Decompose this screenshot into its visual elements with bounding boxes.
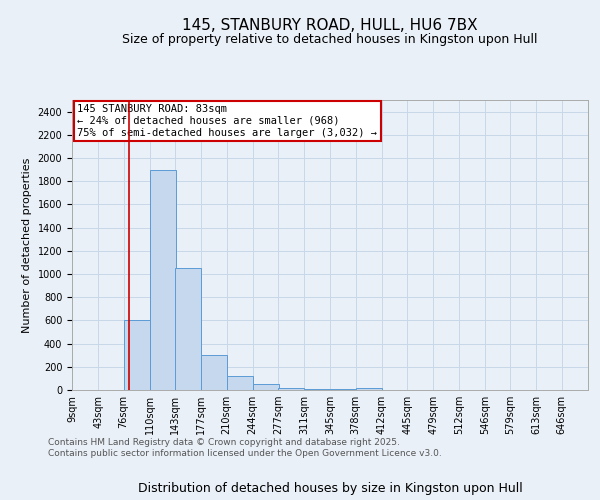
Bar	[356, 388, 382, 390]
Text: 145, STANBURY ROAD, HULL, HU6 7BX: 145, STANBURY ROAD, HULL, HU6 7BX	[182, 18, 478, 32]
Text: Size of property relative to detached houses in Kingston upon Hull: Size of property relative to detached ho…	[122, 32, 538, 46]
Bar	[149, 170, 176, 390]
Bar	[227, 376, 253, 390]
Bar	[201, 355, 227, 390]
Text: Distribution of detached houses by size in Kingston upon Hull: Distribution of detached houses by size …	[137, 482, 523, 495]
Text: Contains HM Land Registry data © Crown copyright and database right 2025.
Contai: Contains HM Land Registry data © Crown c…	[48, 438, 442, 458]
Y-axis label: Number of detached properties: Number of detached properties	[22, 158, 32, 332]
Bar	[175, 268, 201, 390]
Bar	[304, 389, 331, 390]
Text: 145 STANBURY ROAD: 83sqm
← 24% of detached houses are smaller (968)
75% of semi-: 145 STANBURY ROAD: 83sqm ← 24% of detach…	[77, 104, 377, 138]
Bar	[253, 384, 279, 390]
Bar	[278, 388, 304, 390]
Bar	[124, 320, 149, 390]
